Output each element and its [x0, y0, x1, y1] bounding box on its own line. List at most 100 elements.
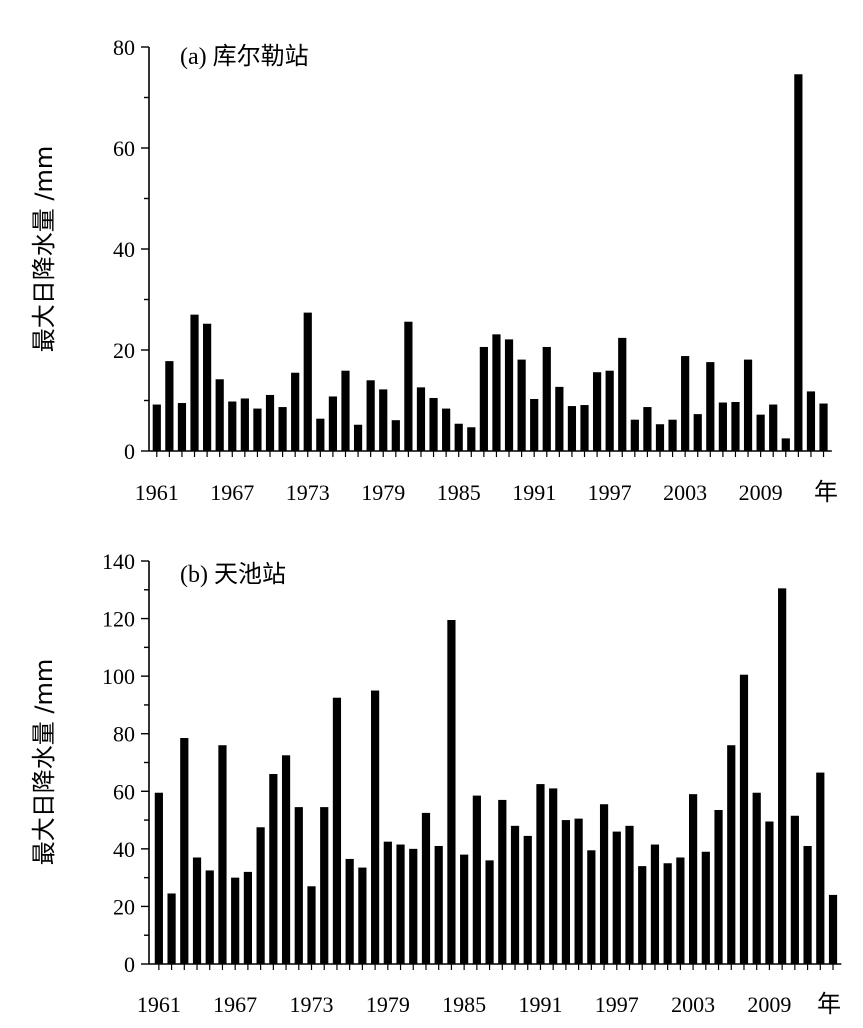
x-tick-label: 2009 — [747, 992, 791, 1017]
y-tick-label: 40 — [113, 837, 135, 862]
bar-1968 — [240, 398, 249, 451]
bar-1992 — [549, 788, 558, 964]
x-tick-label: 2003 — [671, 992, 715, 1017]
bar-2001 — [655, 424, 665, 451]
y-tick-label: 60 — [113, 779, 135, 804]
bar-1983 — [429, 397, 438, 451]
x-tick-label: 1997 — [588, 480, 632, 505]
panel-b: 0 20 40 60 80 100 120 140 1961 1967 1973 1979 1985 19… — [30, 549, 842, 1018]
bar-1985 — [454, 423, 463, 451]
bar-2008 — [752, 792, 761, 964]
bar-1983 — [434, 845, 443, 964]
bar-2001 — [663, 863, 672, 964]
bar-1988 — [498, 799, 507, 964]
y-tick-label: 0 — [124, 952, 135, 977]
x-tick-label: 1961 — [135, 480, 179, 505]
bar-1999 — [630, 419, 639, 451]
bar-1993 — [555, 386, 564, 451]
y-axis-label: 最大日降水量 /mm — [30, 659, 58, 865]
x-tick-label: 2003 — [663, 480, 707, 505]
bar-1982 — [416, 387, 426, 451]
bar-1991 — [536, 784, 545, 964]
bar-1963 — [177, 403, 187, 451]
bar-1975 — [328, 396, 338, 451]
y-tick-label: 80 — [113, 35, 135, 60]
bar-1998 — [618, 337, 627, 451]
bar-1999 — [638, 866, 647, 964]
bar-2000 — [650, 844, 660, 964]
bar-2012 — [794, 74, 803, 452]
x-tick-label: 1967 — [210, 480, 254, 505]
bar-2007 — [739, 674, 749, 964]
bar-1996 — [599, 804, 609, 964]
bar-2002 — [676, 857, 685, 964]
x-tick-label: 2009 — [739, 480, 783, 505]
y-tick-label: 40 — [113, 237, 135, 262]
bar-1978 — [366, 380, 375, 451]
bar-1992 — [542, 346, 551, 451]
bar-1987 — [479, 346, 488, 451]
panel-a: 0 20 40 60 80 1961 1967 1973 1979 1985 1991 1997 200… — [30, 35, 838, 506]
bar-1991 — [530, 398, 539, 451]
bar-1975 — [332, 697, 342, 964]
bar-2013 — [816, 772, 825, 964]
y-tick-label: 0 — [124, 439, 135, 464]
bar-1970 — [265, 394, 275, 451]
bar-1974 — [316, 418, 325, 451]
bar-1964 — [190, 314, 199, 451]
bar-1989 — [510, 825, 520, 964]
bar-1996 — [592, 372, 602, 451]
bar-1985 — [460, 854, 469, 964]
bar-2002 — [668, 419, 677, 451]
bar-2003 — [681, 356, 690, 451]
bar-1997 — [612, 831, 621, 964]
bar-2014 — [819, 403, 828, 451]
bar-1969 — [253, 408, 262, 451]
bar-1968 — [243, 871, 252, 964]
bar-1994 — [567, 406, 577, 451]
bar-1963 — [180, 738, 189, 964]
bar-1995 — [580, 405, 589, 451]
x-tick-label: 1979 — [361, 480, 405, 505]
bar-1966 — [218, 745, 227, 964]
bar-1977 — [358, 867, 367, 964]
bar-1979 — [383, 841, 392, 964]
bar-2006 — [727, 745, 736, 964]
bar-1972 — [291, 372, 300, 451]
y-axis-label: 最大日降水量 /mm — [30, 146, 58, 352]
bar-1964 — [192, 857, 202, 964]
bar-2012 — [803, 845, 812, 964]
bar-1979 — [379, 389, 388, 451]
x-tick-label: 1985 — [442, 992, 486, 1017]
bar-2005 — [714, 810, 723, 964]
y-tick-label: 100 — [102, 664, 135, 689]
x-tick-label: 1991 — [512, 480, 556, 505]
bar-1972 — [294, 807, 303, 964]
y-tick-label: 120 — [102, 607, 135, 632]
y-tick-label: 20 — [113, 338, 135, 363]
x-tick-label: 1979 — [366, 992, 410, 1017]
bar-1990 — [517, 359, 526, 451]
bar-1980 — [396, 844, 405, 964]
bar-2006 — [718, 402, 727, 451]
x-unit-label: 年 — [814, 478, 838, 506]
y-tick-label: 80 — [113, 722, 135, 747]
bar-2000 — [643, 407, 652, 451]
bar-1974 — [320, 807, 329, 964]
bar-1976 — [341, 370, 350, 451]
bar-2009 — [756, 414, 765, 451]
bar-2004 — [701, 851, 710, 964]
bar-2013 — [806, 391, 816, 451]
bar-1995 — [587, 850, 596, 964]
x-tick-label: 1961 — [137, 992, 181, 1017]
x-tick-label: 1997 — [595, 992, 639, 1017]
panel-title: (b) 天池站 — [180, 561, 286, 588]
x-tick-label: 1973 — [290, 992, 334, 1017]
bar-1998 — [625, 825, 634, 964]
bar-1986 — [472, 795, 481, 964]
bar-1966 — [215, 379, 224, 451]
bar-2011 — [781, 438, 790, 452]
bar-1986 — [467, 427, 476, 451]
bar-2004 — [693, 414, 702, 451]
